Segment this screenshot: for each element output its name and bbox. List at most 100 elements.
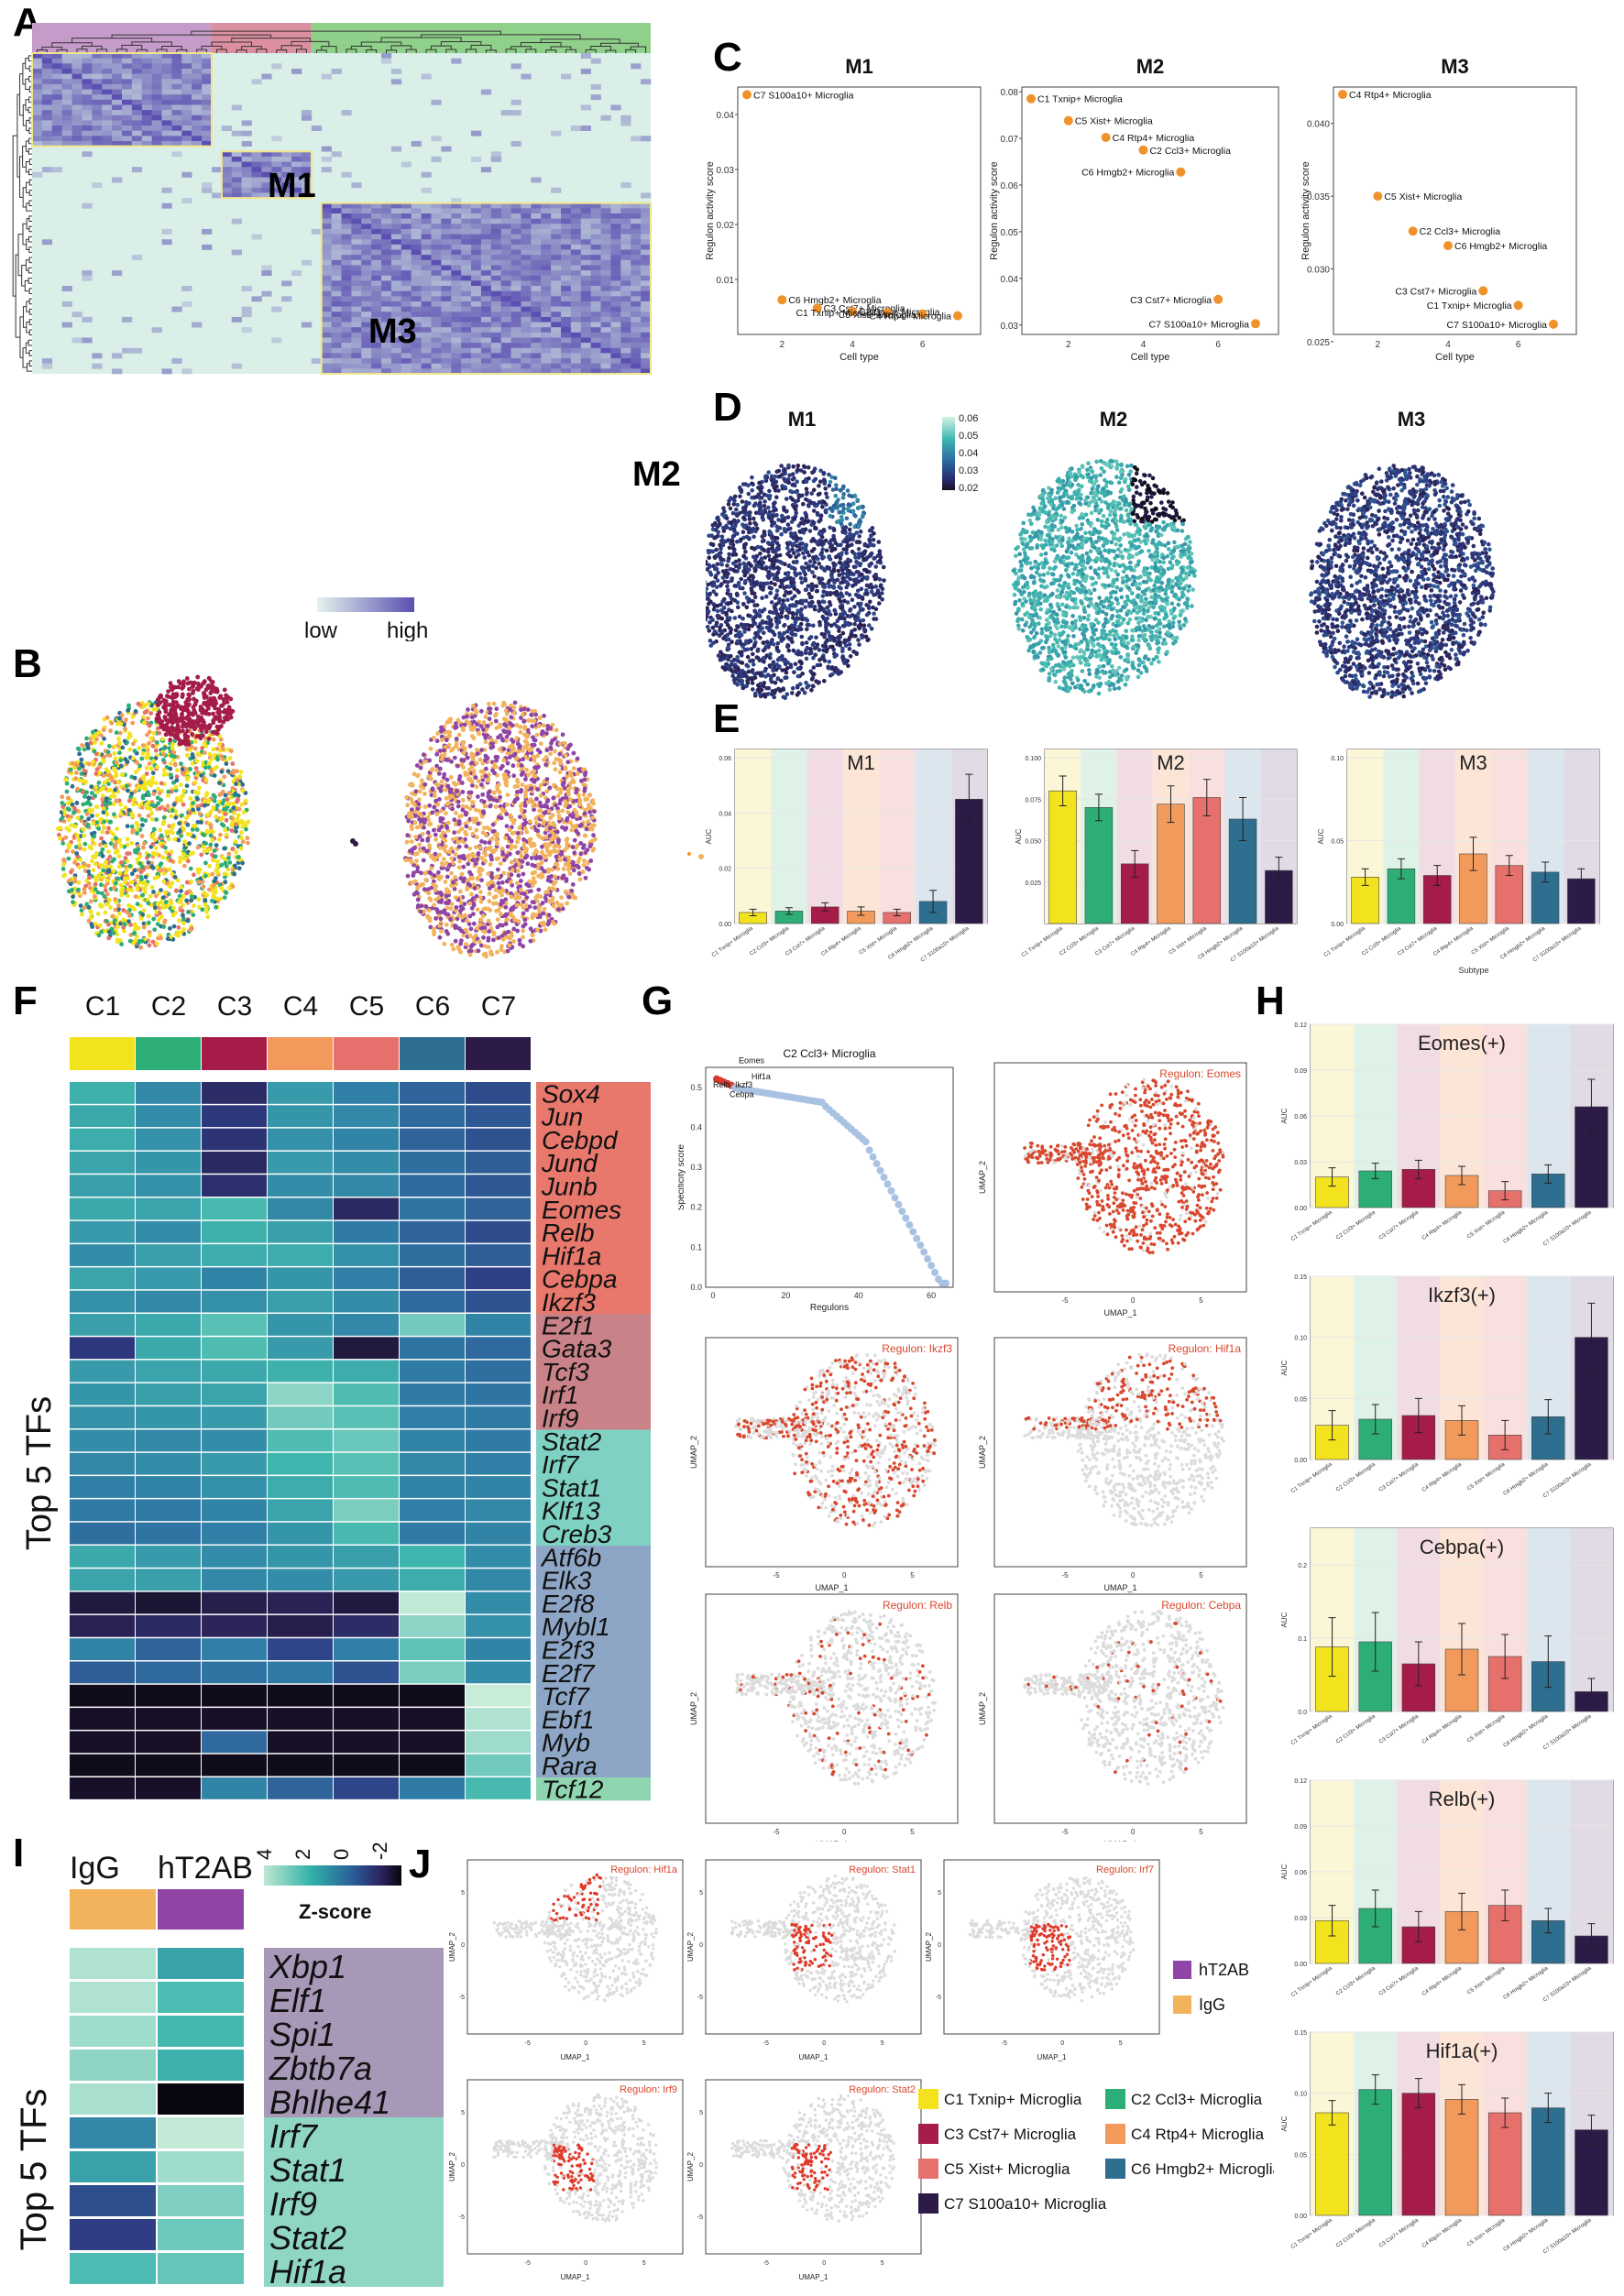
heatmap-cell [451, 337, 462, 344]
umap-point [166, 694, 171, 699]
umap-point [509, 843, 514, 848]
umap-point [467, 846, 473, 851]
umap-point [157, 917, 161, 923]
heatmap-cell [321, 296, 332, 302]
heatmap-cell [281, 161, 292, 168]
umap-point [444, 893, 449, 899]
umap-point [174, 774, 180, 780]
heatmap-cell [51, 83, 62, 90]
heatmap-cell [531, 322, 542, 328]
umap-point [474, 827, 479, 833]
umap-point [184, 815, 190, 821]
heatmap-cell [641, 192, 652, 199]
heatmap-cell [431, 306, 442, 312]
umap-point [197, 904, 202, 910]
heatmap-cell [121, 316, 133, 323]
umap-point [437, 797, 442, 802]
umap-point [90, 734, 95, 738]
heatmap-cell [631, 343, 642, 349]
umap-point [170, 684, 175, 689]
umap-point [192, 903, 196, 908]
heatmap-cell [580, 347, 591, 354]
umap-point [142, 703, 148, 708]
umap-point [200, 907, 205, 913]
heatmap-cell [241, 312, 252, 318]
heatmap-cell [371, 280, 382, 287]
heatmap-cell [561, 363, 572, 369]
heatmap-cell [321, 255, 332, 261]
umap-point [444, 905, 450, 911]
umap-point [487, 891, 492, 896]
umap-point [112, 918, 117, 924]
umap-point [233, 839, 238, 844]
heatmap-cell [202, 115, 213, 121]
umap-point [156, 891, 161, 896]
umap-point [210, 837, 215, 843]
heatmap-cell [112, 177, 123, 183]
umap-point [177, 918, 181, 924]
heatmap-cell [202, 187, 213, 193]
umap-point [93, 785, 99, 790]
umap-point [166, 836, 171, 842]
heatmap-cell [401, 290, 412, 297]
heatmap-cell [92, 58, 103, 64]
umap-point [515, 835, 521, 840]
heatmap-cell [500, 213, 511, 219]
umap-point [454, 721, 458, 727]
umap-point [181, 771, 186, 777]
umap-point [226, 856, 231, 860]
heatmap-cell [441, 208, 452, 214]
umap-point [84, 811, 90, 816]
heatmap-cell [411, 358, 422, 365]
heatmap-cell [610, 208, 621, 214]
heatmap-cell [251, 187, 262, 193]
heatmap-cell [471, 270, 482, 277]
umap-point [415, 897, 421, 902]
umap-point [240, 839, 246, 845]
heatmap-cell [590, 265, 601, 271]
umap-point [159, 719, 163, 725]
heatmap-cell [610, 270, 621, 277]
dendrogram-branch [28, 179, 32, 186]
umap-point [154, 941, 159, 946]
heatmap-cell [291, 177, 302, 183]
umap-point [70, 783, 75, 789]
heatmap-cell [231, 249, 242, 256]
umap-point [181, 893, 186, 899]
heatmap-cell [521, 255, 532, 261]
umap-point [151, 826, 157, 832]
heatmap-cell [41, 126, 53, 131]
umap-point [406, 818, 411, 824]
dendrogram-branch [28, 159, 32, 165]
umap-point [137, 861, 143, 866]
heatmap-cell [401, 363, 412, 369]
heatmap-cell [620, 327, 631, 333]
umap-point [236, 866, 242, 871]
umap-point [192, 789, 198, 794]
heatmap-cell [490, 332, 501, 338]
heatmap-cell [620, 249, 631, 256]
heatmap-cell [500, 208, 511, 214]
umap-point [581, 862, 587, 868]
umap-point [115, 736, 121, 741]
umap-point [59, 816, 64, 822]
heatmap-cell [390, 239, 402, 246]
heatmap-cell [600, 224, 611, 230]
umap-point [142, 890, 148, 895]
umap-point [192, 696, 196, 702]
heatmap-cell [390, 343, 402, 349]
heatmap-cell [471, 255, 482, 261]
heatmap-cell [341, 306, 352, 312]
heatmap-cell [590, 316, 601, 323]
umap-point [97, 817, 103, 823]
umap-point [93, 881, 98, 887]
heatmap-cell [351, 249, 362, 256]
umap-point [518, 884, 522, 889]
heatmap-cell [82, 73, 93, 80]
heatmap-cell [551, 249, 562, 256]
umap-point [181, 793, 185, 798]
heatmap-cell [351, 306, 362, 312]
heatmap-cell [531, 259, 542, 266]
heatmap-cell [441, 332, 452, 338]
heatmap-cell [471, 316, 482, 323]
